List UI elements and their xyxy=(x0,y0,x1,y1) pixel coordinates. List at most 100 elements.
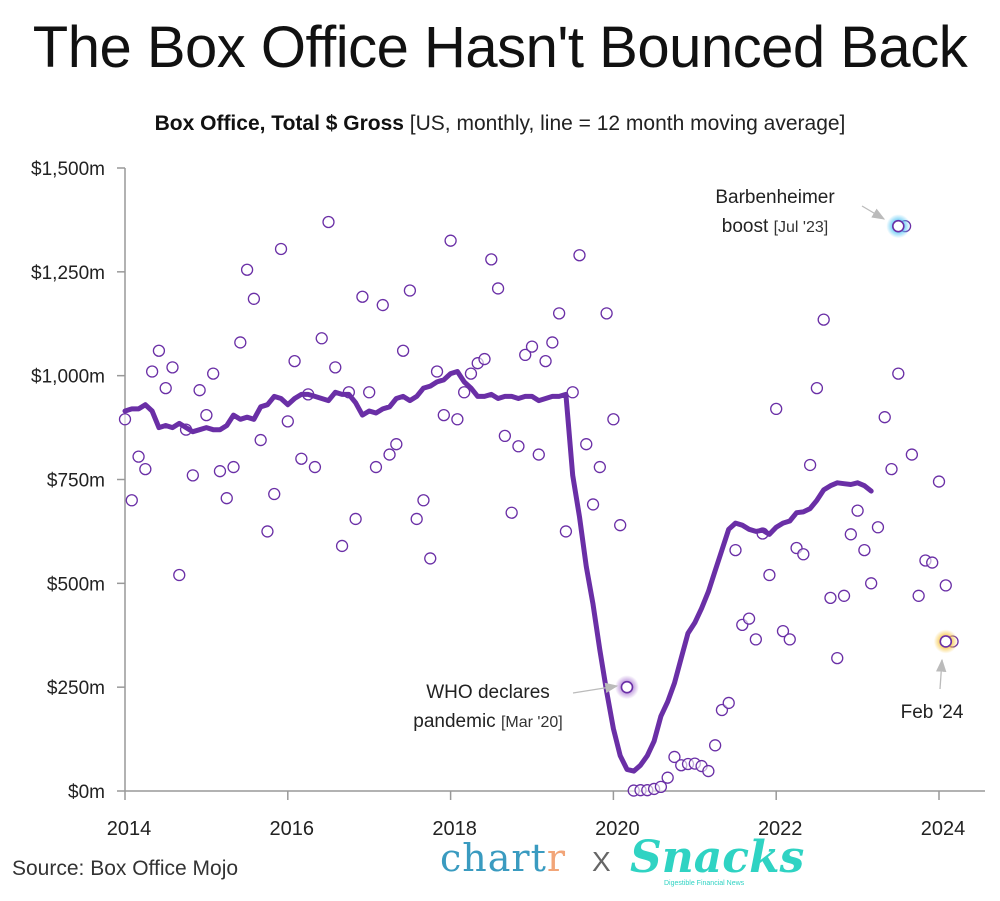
data-point xyxy=(173,568,186,582)
data-point xyxy=(742,612,756,625)
data-point xyxy=(207,367,220,380)
data-point xyxy=(403,284,417,297)
data-point xyxy=(600,307,613,320)
data-point xyxy=(200,408,213,422)
data-point xyxy=(939,579,952,592)
y-tick-label: $1,000m xyxy=(31,367,105,388)
data-point xyxy=(926,556,939,569)
data-point xyxy=(586,498,600,511)
data-point xyxy=(498,429,512,443)
data-point xyxy=(145,365,159,378)
data-point xyxy=(858,543,871,557)
data-point xyxy=(702,764,715,778)
data-point xyxy=(831,651,844,665)
data-point xyxy=(444,234,457,247)
data-point xyxy=(281,415,294,428)
data-point xyxy=(132,450,145,463)
data-point xyxy=(593,460,606,474)
source-note: Source: Box Office Mojo xyxy=(12,857,239,880)
data-point xyxy=(824,591,837,605)
data-point xyxy=(478,352,491,366)
snacks-logo: Snacks xyxy=(630,832,805,883)
y-tick-label: $0m xyxy=(68,782,105,803)
data-point xyxy=(424,552,437,565)
data-point xyxy=(240,263,254,276)
y-tick-label: $750m xyxy=(47,471,105,492)
data-point xyxy=(159,381,172,395)
data-point xyxy=(186,469,199,482)
data-point xyxy=(315,332,328,345)
moving-average-path xyxy=(122,369,874,774)
x-tick-label: 2020 xyxy=(595,818,640,840)
data-point xyxy=(410,512,423,526)
data-point xyxy=(125,494,138,507)
annotations: Barbenheimer boost [Jul '23] WHO declares p… xyxy=(413,187,964,732)
data-point xyxy=(729,543,742,557)
chart-subtitle: Box Office, Total $ Gross [US, monthly, … xyxy=(0,112,1000,136)
data-point xyxy=(580,438,593,451)
y-tick-label: $500m xyxy=(47,574,105,595)
data-point xyxy=(166,361,179,374)
data-point xyxy=(837,589,851,602)
data-point xyxy=(234,336,247,349)
data-point xyxy=(878,411,891,424)
data-point xyxy=(376,298,389,312)
data-point xyxy=(390,438,403,451)
data-point xyxy=(213,465,227,478)
tick-labels: $0m $250m $500m $750m $1,000m $1,250m $1,500m 2… xyxy=(31,159,965,840)
data-point xyxy=(932,475,946,488)
data-point xyxy=(308,460,322,474)
data-point xyxy=(369,460,383,474)
data-point xyxy=(519,348,532,362)
data-point xyxy=(322,215,335,229)
data-point xyxy=(139,462,152,476)
data-point xyxy=(885,462,898,476)
annotation-arrow xyxy=(861,205,886,220)
data-point xyxy=(892,367,905,380)
data-point xyxy=(356,290,369,303)
x-tick-label: 2024 xyxy=(921,818,966,840)
data-point xyxy=(803,458,817,472)
data-point xyxy=(552,307,566,320)
data-point xyxy=(261,525,274,538)
data-point xyxy=(912,589,925,602)
data-point xyxy=(770,402,783,416)
highlighted-point xyxy=(620,680,634,694)
data-point xyxy=(220,492,233,505)
data-point xyxy=(905,448,919,461)
data-point xyxy=(417,494,430,507)
data-point xyxy=(193,384,206,397)
annotation-label: WHO declares xyxy=(426,682,550,703)
data-point xyxy=(607,413,620,426)
data-point xyxy=(532,448,545,461)
data-point xyxy=(288,354,301,368)
data-point xyxy=(817,313,830,326)
data-point xyxy=(512,440,525,453)
chartr-logo: chartr xyxy=(440,836,566,880)
data-point xyxy=(247,292,261,305)
data-point xyxy=(118,413,132,426)
data-point xyxy=(851,504,864,517)
data-point xyxy=(865,577,878,590)
data-point xyxy=(268,487,281,501)
highlighted-point xyxy=(939,635,953,648)
data-point xyxy=(661,771,674,784)
data-point xyxy=(464,367,478,380)
annotation-arrow xyxy=(572,682,619,694)
y-tick-label: $1,500m xyxy=(31,159,105,180)
data-point xyxy=(566,386,579,399)
data-point xyxy=(430,365,444,378)
data-point xyxy=(844,528,857,541)
annotation-label: Barbenheimer xyxy=(715,187,835,208)
data-point xyxy=(749,633,762,646)
data-point xyxy=(295,452,308,465)
chartr-text: chart xyxy=(440,836,547,880)
y-tick-label: $250m xyxy=(47,678,105,699)
x-tick-label: 2016 xyxy=(270,818,315,840)
data-point xyxy=(776,624,790,638)
annotation-label: Feb '24 xyxy=(901,702,964,723)
data-point xyxy=(152,344,166,357)
moving-average-line xyxy=(122,369,874,774)
data-point xyxy=(274,242,288,256)
data-point xyxy=(485,253,498,266)
